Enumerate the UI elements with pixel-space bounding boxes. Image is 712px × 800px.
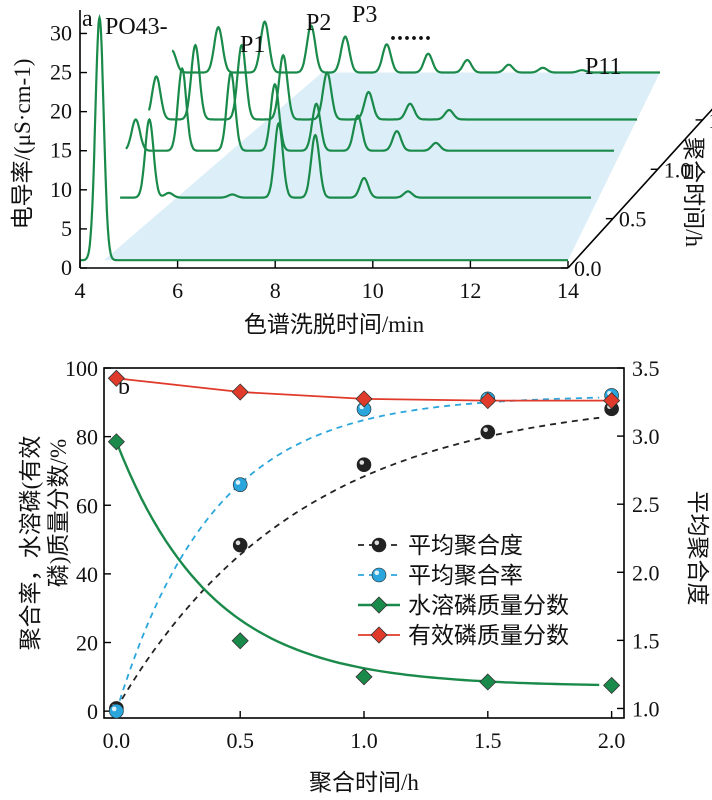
x-tick-label: 0.0 [103, 728, 131, 753]
y-tick-label: 60 [76, 493, 98, 518]
y2-tick-label: 3.0 [632, 424, 660, 449]
panel-b-polymerization-chart: 0.0 0.5 1.0 1.5 2.0 0 20 40 60 80 100 1.0 1.5 2.0 2.5 3… [18, 356, 710, 795]
z-axis-label: 聚合时间/h [681, 137, 706, 247]
legend-marker-3 [370, 626, 388, 644]
annotation-p3: P3 [352, 2, 377, 28]
y-tick-label: 15 [50, 138, 72, 163]
data-point-0 [232, 537, 248, 553]
data-point-3 [603, 392, 621, 410]
y-tick-label: 10 [50, 177, 72, 202]
x-tick-label: 14 [557, 278, 579, 303]
y-tick-label: 5 [61, 216, 72, 241]
y-tick-label: 20 [50, 99, 72, 124]
data-point-2 [603, 676, 621, 694]
plot-frame [103, 367, 625, 719]
x-tick-label: 2.0 [598, 728, 626, 753]
data-point-2 [479, 673, 497, 691]
legend-label-0: 平均聚合度 [408, 533, 523, 558]
x-axis-label: 聚合时间/h [309, 770, 419, 795]
legend-marker-highlight [374, 540, 380, 546]
data-point-1 [109, 703, 124, 719]
y-axis-label: 电导率/(μS·cm-1) [10, 59, 35, 230]
data-point-3 [107, 369, 125, 387]
y-tick-label: 40 [76, 562, 98, 587]
y2-tick-label: 3.5 [632, 356, 660, 381]
annotation-p2: P2 [306, 10, 331, 36]
series-line-2 [115, 441, 600, 687]
data-point-2 [355, 668, 373, 686]
data-point-0 [356, 457, 372, 472]
y-tick-label: 100 [65, 356, 98, 381]
panel-label-a: a [82, 6, 93, 32]
data-point-3 [231, 383, 249, 401]
x-axis-label: 色谱洗脱时间/min [244, 312, 425, 337]
y-tick-label: 30 [50, 20, 72, 45]
trace-z-2 [171, 20, 660, 74]
legend-marker-highlight [374, 570, 380, 576]
annotation-phosphate: PO43- [105, 14, 168, 40]
y2-tick-label: 1.0 [632, 696, 660, 721]
z-tick-label: 1.0 [664, 157, 692, 182]
y-tick-label: 0 [61, 255, 72, 280]
legend-marker-0 [371, 537, 387, 553]
data-point-highlight [483, 427, 488, 433]
z-tick-label: 0.5 [619, 207, 647, 232]
data-point-highlight [235, 540, 241, 546]
y-axis-label-line1: 聚合率，水溶磷(有效 [18, 436, 43, 651]
data-point-highlight [235, 480, 241, 485]
series-line-1 [115, 396, 600, 712]
y2-tick-label: 2.5 [632, 492, 660, 517]
z-tick-label: 1.5 [709, 108, 712, 133]
trace-z-1 [125, 66, 614, 152]
annotation-p11: P11 [585, 54, 621, 80]
z-tick-label: 0.0 [574, 256, 602, 281]
y2-tick-label: 1.5 [632, 628, 660, 653]
x-tick-label: 4 [75, 278, 86, 303]
legend-marker-2 [370, 596, 388, 614]
x-tick-label: 1.0 [350, 728, 378, 753]
y-tick-label: 80 [76, 425, 98, 450]
y-axis-label-line2: 磷)质量分数/% [46, 439, 71, 587]
y2-axis-label: 平均聚合度 [685, 491, 710, 606]
panel-a-conductivity-chromatogram: 4681012140510152025300.00.51.01.52.0色谱洗脱… [10, 2, 712, 337]
x-tick-label: 6 [172, 278, 183, 303]
y-tick-label: 25 [50, 60, 72, 85]
series-line-0 [115, 416, 600, 709]
data-point-3 [355, 390, 373, 408]
x-tick-label: 12 [459, 278, 481, 303]
trace-z-0 [80, 13, 568, 262]
data-point-1 [232, 477, 248, 492]
annotation-ellipsis: ...... [390, 20, 432, 46]
data-point-highlight [359, 460, 365, 465]
data-point-highlight [111, 706, 117, 712]
x-tick-label: 1.5 [474, 728, 502, 753]
legend-marker-1 [371, 567, 387, 583]
data-point-2 [107, 433, 125, 451]
legend-label-2: 水溶磷质量分数 [408, 593, 569, 618]
y2-tick-label: 2.0 [632, 560, 660, 585]
data-point-2 [231, 632, 249, 650]
x-tick-label: 8 [270, 278, 281, 303]
x-tick-label: 10 [362, 278, 384, 303]
x-tick-label: 0.5 [226, 728, 254, 753]
y-tick-label: 20 [76, 631, 98, 656]
annotation-p1: P1 [240, 32, 265, 58]
legend-label-1: 平均聚合率 [408, 563, 523, 588]
legend-label-3: 有效磷质量分数 [408, 623, 569, 648]
trace-z-1.5 [147, 43, 637, 121]
data-point-0 [480, 424, 496, 440]
y-tick-label: 0 [87, 699, 98, 724]
trace-z-0.5 [120, 117, 591, 199]
data-point-3 [479, 392, 497, 410]
